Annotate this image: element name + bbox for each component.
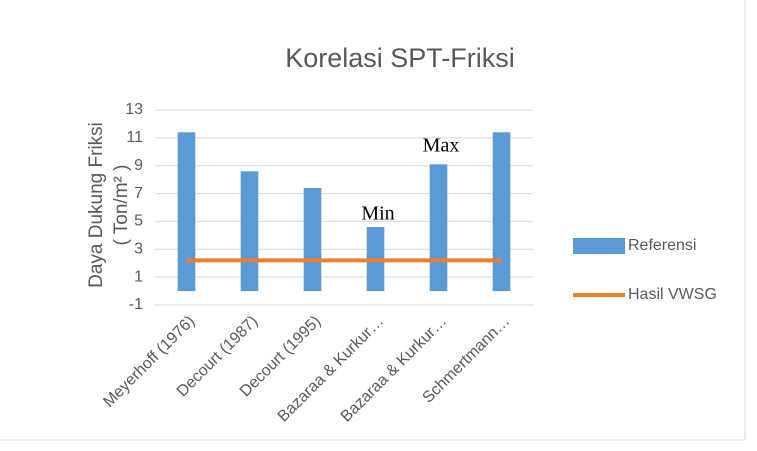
bar xyxy=(429,164,448,292)
y-tick-label: 7 xyxy=(134,185,143,202)
y-axis-label: Daya Dukung Friksi xyxy=(86,122,107,288)
legend-label: Referensi xyxy=(628,237,696,254)
y-tick-label: 13 xyxy=(125,101,143,118)
legend-label: Hasil VWSG xyxy=(628,286,717,303)
bar xyxy=(177,132,196,292)
y-tick-label: 11 xyxy=(126,129,143,146)
legend-swatch xyxy=(573,238,625,254)
y-tick-label: 3 xyxy=(134,241,143,258)
annotation: Min xyxy=(361,203,394,225)
x-tick-label: Bazaraa & Kurkur… xyxy=(338,313,451,426)
y-tick-label: 1 xyxy=(134,268,143,285)
chart-title: Korelasi SPT-Friksi xyxy=(285,43,515,73)
bar xyxy=(240,171,259,292)
bar xyxy=(303,188,322,292)
y-tick-label: 5 xyxy=(134,213,143,230)
y-tick-label: -1 xyxy=(129,296,143,313)
annotation: Max xyxy=(423,135,460,157)
bar xyxy=(492,132,511,292)
y-axis-label: ( Ton/m² ) xyxy=(111,165,132,246)
x-tick-label: Bazaraa & Kurkur… xyxy=(275,313,388,426)
y-tick-label: 9 xyxy=(134,157,143,174)
